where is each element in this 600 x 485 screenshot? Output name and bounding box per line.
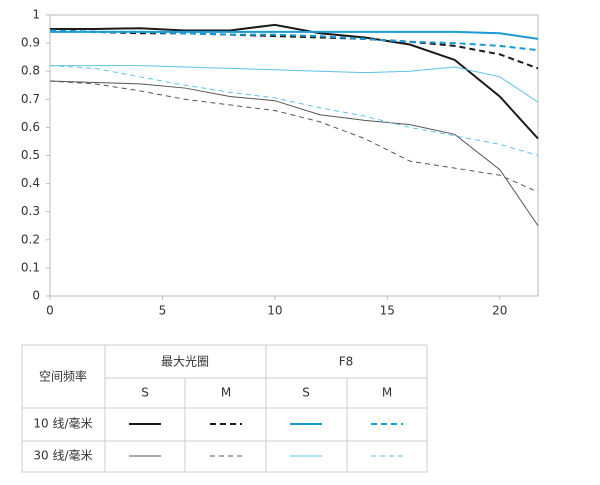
x-tick-label: 20 <box>492 304 507 318</box>
table-corner: 空间频率 <box>39 369 87 384</box>
y-tick-label: 0.4 <box>21 176 40 190</box>
y-tick-label: 0.9 <box>21 36 40 50</box>
table-group: 最大光圈 <box>161 355 209 369</box>
table-group: F8 <box>339 355 354 369</box>
series-line <box>49 29 539 70</box>
series-line <box>50 23 539 140</box>
series-line <box>49 80 539 193</box>
series-line <box>49 29 539 52</box>
table-subhead: M <box>221 386 231 400</box>
y-tick-label: 0 <box>32 289 40 303</box>
x-tick-label: 15 <box>380 304 395 318</box>
table-subhead: S <box>302 386 310 400</box>
y-tick-label: 0.8 <box>21 64 40 78</box>
y-tick-label: 0.6 <box>21 120 40 134</box>
table-subhead: S <box>141 386 149 400</box>
y-tick-label: 1 <box>32 8 40 22</box>
legend-table <box>21 344 428 473</box>
series-line <box>49 80 539 227</box>
series-line <box>50 65 539 103</box>
series-line <box>49 65 539 156</box>
table-row-label: 30 线/毫米 <box>33 448 92 463</box>
y-tick-label: 0.5 <box>21 148 40 162</box>
y-tick-label: 0.3 <box>21 204 40 218</box>
y-tick-label: 0.7 <box>21 92 40 106</box>
table-subhead: M <box>382 386 392 400</box>
plot-frame <box>49 14 539 297</box>
y-tick-label: 0.2 <box>21 232 40 246</box>
y-tick-label: 0.1 <box>21 260 40 274</box>
table-row-label: 10 线/毫米 <box>33 416 92 431</box>
x-tick-label: 10 <box>267 304 282 318</box>
x-tick-label: 5 <box>159 304 167 318</box>
x-tick-label: 0 <box>46 304 54 318</box>
